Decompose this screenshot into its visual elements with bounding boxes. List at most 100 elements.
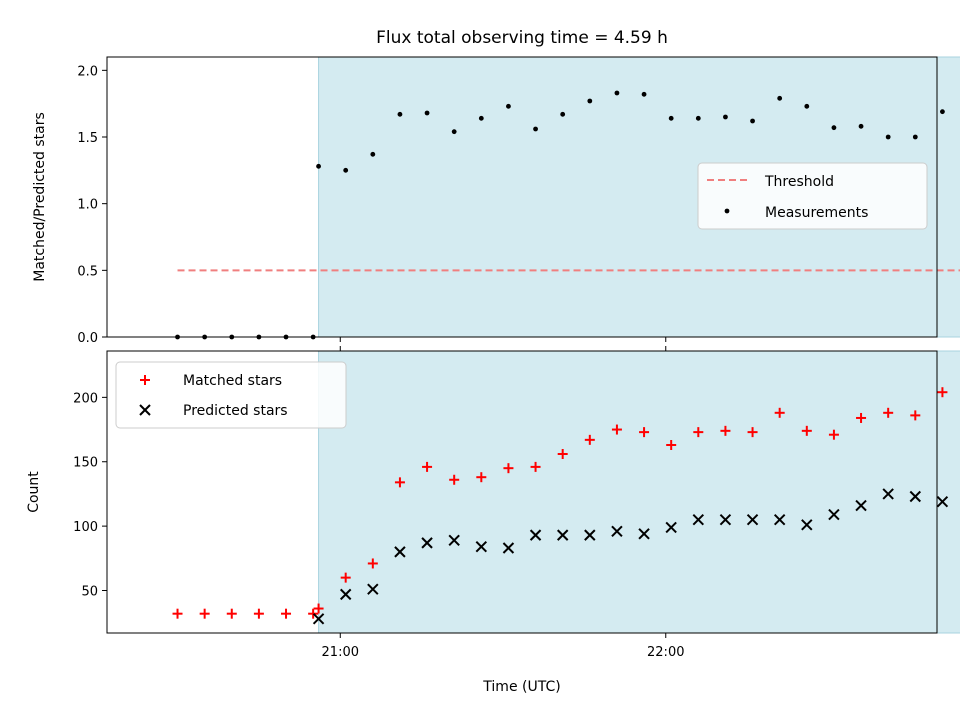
- predicted-star-point: [855, 499, 867, 512]
- measurement-point: [343, 167, 349, 173]
- x-marker-b: [746, 513, 759, 526]
- matched-star-point: [666, 440, 677, 450]
- predicted-star-point: [421, 537, 433, 549]
- measurement-point: [587, 98, 593, 104]
- ratio-y-tick-label: 1.5: [77, 131, 98, 146]
- ratio-legend: Threshold Measurements: [697, 162, 928, 230]
- x-marker-b: [638, 528, 650, 540]
- measurement-point: [885, 134, 891, 140]
- count-y-tick-label: 200: [73, 391, 98, 406]
- ratio-y-tick-label: 1.0: [77, 198, 98, 213]
- x-marker-b: [909, 490, 922, 503]
- measurement-point: [695, 115, 701, 121]
- predicted-star-point: [746, 513, 759, 526]
- x-marker-b: [882, 488, 894, 500]
- matched-star-point: [199, 608, 210, 619]
- legend-predicted-swatch: [139, 404, 151, 416]
- x-marker-b: [475, 541, 488, 553]
- predicted-star-point: [475, 541, 488, 553]
- matched-star-point: [639, 427, 650, 438]
- x-marker-b: [584, 529, 596, 541]
- matched-star-point: [367, 558, 378, 569]
- predicted-star-point: [692, 513, 705, 526]
- count-plot-area: [172, 387, 949, 625]
- matched-star-point: [774, 407, 785, 418]
- matched-star-point: [281, 608, 292, 619]
- predicted-star-point: [801, 519, 813, 531]
- measurement-point: [750, 118, 755, 124]
- measurement-point: [804, 103, 810, 109]
- x-marker-b: [611, 525, 623, 537]
- matched-star-point: [308, 608, 319, 619]
- measurement-point: [831, 125, 837, 131]
- count-y-tick-label: 50: [81, 585, 98, 600]
- predicted-star-point: [367, 583, 379, 595]
- x-marker-b: [448, 534, 460, 546]
- predicted-star-point: [909, 490, 922, 503]
- matched-star-point: [340, 572, 351, 583]
- matched-star-point: [422, 461, 433, 472]
- matched-star-point: [828, 429, 839, 440]
- count-panel: 5010015020021:0022:0023:0000:0001:0002:0…: [26, 346, 960, 695]
- ratio-y-tick-label: 0.5: [77, 264, 98, 279]
- x-marker-b: [665, 521, 677, 534]
- legend-matched-swatch: [140, 375, 150, 385]
- matched-star-point: [557, 449, 568, 460]
- count-y-tick-label: 100: [73, 520, 98, 535]
- measurement-point: [940, 109, 945, 115]
- predicted-star-point: [719, 513, 732, 526]
- ratio-y-tick-label: 2.0: [77, 64, 98, 79]
- matched-star-point: [476, 472, 487, 483]
- predicted-star-point: [394, 546, 406, 558]
- measurement-point: [397, 111, 403, 117]
- x-marker-b: [529, 529, 542, 541]
- matched-star-point: [449, 474, 460, 485]
- measurement-point: [478, 115, 484, 121]
- matched-star-point: [720, 425, 731, 436]
- x-marker-b: [421, 537, 433, 549]
- observing-window-shade: [318, 350, 960, 634]
- count-axes: 5010015020021:0022:0023:0000:0001:0002:0…: [73, 346, 684, 660]
- measurement-point: [316, 163, 321, 169]
- predicted-star-point: [936, 495, 949, 508]
- ratio-y-axis-label: Matched/Predicted stars: [32, 112, 48, 282]
- matched-star-point: [883, 407, 894, 418]
- legend-measurement-swatch: [724, 208, 730, 214]
- x-marker-b: [556, 529, 569, 541]
- measurement-point: [560, 111, 566, 117]
- matched-star-point: [584, 434, 595, 445]
- ratio-plot-area: [175, 90, 960, 340]
- matched-star-point: [503, 463, 514, 474]
- predicted-star-point: [448, 534, 460, 546]
- predicted-star-point: [638, 528, 650, 540]
- x-marker-b: [719, 513, 732, 526]
- measurement-point: [777, 95, 783, 101]
- ratio-axes: 0.0 0.5 1.0 1.5 2.0: [77, 64, 667, 346]
- matched-star-point: [530, 461, 541, 472]
- x-tick-label: 22:00: [647, 645, 684, 660]
- predicted-star-point: [882, 488, 894, 500]
- ratio-y-tick-label: 0.0: [77, 331, 98, 346]
- x-axis-label: Time (UTC): [482, 679, 560, 695]
- matched-star-point: [937, 387, 948, 398]
- predicted-star-point: [312, 613, 325, 625]
- x-marker-b: [773, 513, 786, 526]
- legend-matched-label: Matched stars: [183, 373, 282, 389]
- predicted-star-point: [665, 521, 677, 534]
- chart-title: Flux total observing time = 4.59 h: [376, 28, 668, 48]
- ratio-panel: 0.00.51.01.52.0 Matched/Predicted stars …: [32, 56, 960, 346]
- measurement-point: [533, 126, 538, 132]
- legend-measurement-label: Measurements: [765, 205, 868, 221]
- predicted-star-point: [584, 529, 596, 541]
- predicted-star-point: [556, 529, 569, 541]
- predicted-star-point: [529, 529, 542, 541]
- x-tick-label: 21:00: [322, 645, 359, 660]
- count-y-tick-label: 150: [73, 456, 98, 471]
- count-axes-frame: [106, 350, 938, 634]
- legend-box: [115, 361, 347, 429]
- matched-star-point: [910, 410, 921, 421]
- matched-star-point: [226, 608, 237, 619]
- predicted-star-point: [502, 542, 515, 554]
- matched-star-point: [253, 608, 264, 619]
- ratio-axes-frame: [106, 56, 938, 338]
